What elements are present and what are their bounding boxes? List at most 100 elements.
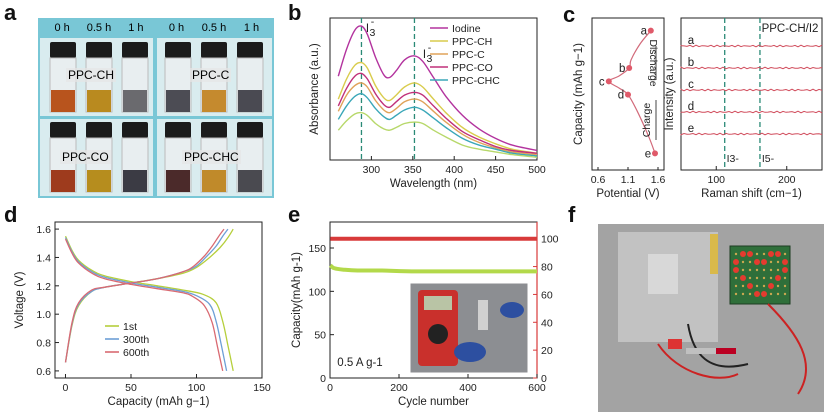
led-on [754, 291, 760, 297]
legend-label: 1st [123, 321, 137, 333]
led-off [769, 276, 773, 280]
y-tick-label: 1.6 [36, 224, 51, 236]
vials-drawing [49, 42, 264, 193]
x-tick-label: 50 [125, 382, 137, 394]
panel-letter-d: d [4, 202, 18, 227]
led-off [769, 292, 773, 296]
y-tick-label: 1.0 [36, 309, 51, 321]
discharge-curve [64, 237, 228, 372]
vial-liquid [51, 90, 75, 112]
raman-spectrum [680, 44, 823, 48]
led-off [783, 276, 787, 280]
annotation-i3-right: I [423, 49, 426, 61]
state-point [647, 27, 654, 34]
x-tick-label: 300 [363, 164, 381, 176]
time-label: 0.5 h [86, 22, 112, 34]
time-label: 1 h [243, 22, 260, 34]
series-label: e [688, 123, 694, 135]
y2-tick-label: 100 [541, 234, 559, 246]
led-off [783, 292, 787, 296]
state-point-label: a [641, 26, 648, 38]
vial-cap [122, 42, 148, 58]
y-tick-label: 1.2 [36, 281, 51, 293]
led-on [733, 267, 739, 273]
led-off [748, 260, 752, 264]
gloved-hand [500, 302, 524, 318]
state-point-label: c [599, 76, 605, 88]
vial-cap [165, 42, 191, 58]
x-axis-label: Capacity (mAh g−1) [108, 396, 210, 408]
discharge-label: Discharge [647, 39, 659, 86]
legend-label: PPC-CHC [452, 75, 500, 87]
led-on [768, 283, 774, 289]
plot-frame [54, 221, 263, 379]
panel-a-photo: 0 h 0.5 h 1 h 0 h 0.5 h 1 h PPC-CH PPC-C… [38, 18, 274, 198]
led-off [734, 284, 738, 288]
raman-spectrum [680, 132, 823, 136]
vial-liquid [123, 170, 147, 192]
rate-annotation: 0.5 A g-1 [337, 357, 382, 369]
series-label: c [688, 79, 694, 91]
plot-frame [680, 17, 823, 171]
annotation-i3-left: I [366, 23, 369, 35]
y-axis-label: Voltage (V) [14, 271, 26, 328]
charge-label: Charge [641, 103, 653, 138]
led-off [783, 284, 787, 288]
y-axis-label: Capacity (mAh g−1) [573, 43, 585, 145]
panel-a-divider-h [40, 116, 272, 119]
series-label: d [688, 101, 694, 113]
panel-letter-b: b [288, 0, 302, 25]
led-off [769, 268, 773, 272]
annotation-sub: 3 [370, 27, 376, 39]
vial-liquid [87, 90, 111, 112]
vial-cap [50, 42, 76, 58]
vial-liquid [51, 170, 75, 192]
legend-label: Iodine [452, 23, 481, 35]
multimeter-dial [428, 324, 448, 344]
x-tick-label: 0 [63, 382, 69, 394]
led-off [776, 292, 780, 296]
x-axis-label: Raman shift (cm−1) [701, 188, 802, 200]
x-tick-label: 1.6 [651, 174, 666, 186]
led-off [776, 268, 780, 272]
legend-label: 300th [123, 334, 149, 346]
y-tick-label: 0.8 [36, 338, 51, 350]
y2-tick-label: 60 [541, 289, 553, 301]
state-point-label: e [645, 148, 651, 160]
sample-label-ppc-c: PPC-C [190, 68, 232, 82]
led-on [733, 259, 739, 265]
led-off [748, 292, 752, 296]
led-on [747, 283, 753, 289]
led-off [734, 252, 738, 256]
vial-liquid [202, 170, 226, 192]
vial-cap [122, 122, 148, 138]
led-off [762, 276, 766, 280]
state-point [626, 65, 633, 71]
x-axis-label: Cycle number [398, 396, 469, 408]
led-off [748, 268, 752, 272]
led-on [740, 275, 746, 281]
vial-cap [201, 122, 227, 138]
led-off [769, 260, 773, 264]
plot-frame [329, 17, 538, 161]
inset-photo [409, 282, 529, 374]
panel-letter-f: f [568, 202, 576, 227]
vial-liquid [238, 90, 262, 112]
vial-cap [50, 122, 76, 138]
y-tick-label: 150 [308, 243, 326, 255]
vline-label-i5: I5- [762, 153, 775, 165]
vial-cap [86, 42, 112, 58]
state-point-label: d [618, 90, 624, 102]
led-off [776, 284, 780, 288]
led-off [755, 252, 759, 256]
x-tick-label: 600 [528, 382, 546, 394]
led-off [755, 276, 759, 280]
x-tick-label: 350 [404, 164, 422, 176]
vial-cap [237, 42, 263, 58]
led-on [782, 267, 788, 273]
series-line [337, 25, 538, 152]
vial-liquid [202, 90, 226, 112]
legend-label: PPC-C [452, 49, 485, 61]
time-label: 0.5 h [201, 22, 227, 34]
